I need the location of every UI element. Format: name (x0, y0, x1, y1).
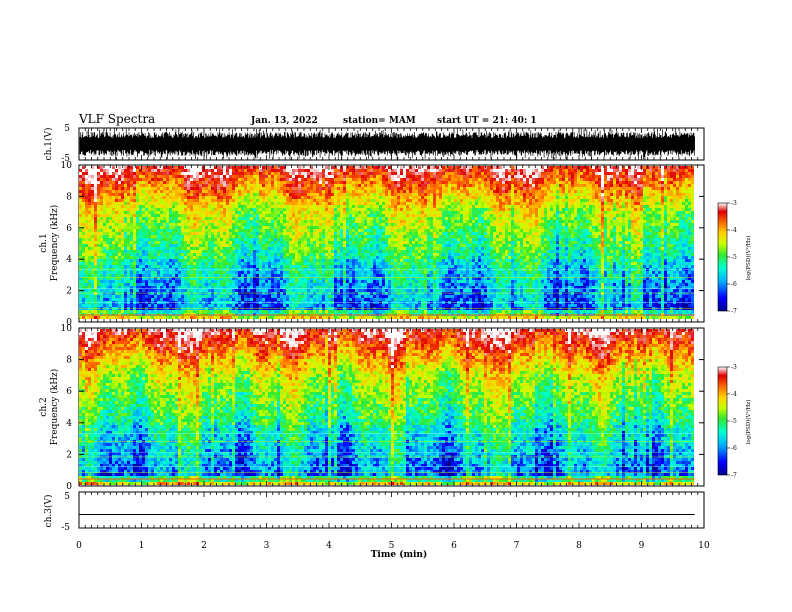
ch1-ylabel: ch.1 (39, 233, 49, 252)
ch1-waveform-trace (79, 128, 695, 160)
station-label: station= MAM (343, 116, 416, 126)
colorbar-tick-label: -5 (731, 254, 737, 261)
colorbar-tick-label: -4 (731, 227, 737, 234)
ytick-label: 2 (66, 450, 72, 460)
ch1-ytick-bottom: -5 (61, 154, 70, 164)
ytick-label: 6 (66, 224, 72, 234)
x-axis-ticks: 0 1 2 3 4 5 6 7 8 9 10 (76, 541, 710, 551)
colorbar-tick-label: -3 (731, 200, 737, 207)
ytick-label: 0 (66, 318, 72, 328)
x-tick-label: 0 (76, 541, 82, 551)
ytick-label: 8 (66, 192, 72, 202)
x-axis-label: Time (min) (371, 549, 428, 560)
ch2-freq-label: Frequency (kHz) (49, 369, 60, 446)
ch1-ytick-top: 5 (64, 124, 70, 134)
ytick-label: 8 (66, 356, 72, 366)
colorbar-tick-label: -7 (731, 308, 737, 315)
ytick-label: 10 (61, 161, 73, 171)
x-tick-label: 6 (451, 541, 457, 551)
ytick-label: 2 (66, 287, 72, 297)
ch2-spectrogram-panel: 0 2 4 6 8 10 ch.2 Frequency (kHz) (39, 324, 705, 492)
ytick-label: 4 (66, 419, 72, 429)
ch1-freq-label: Frequency (kHz) (49, 205, 60, 282)
ch3-ylabel: ch.3(V) (43, 495, 54, 528)
ch3-ytick-bottom: -5 (61, 523, 70, 533)
x-tick-label: 10 (698, 541, 710, 551)
ch1-colorbar-label: log(PSD)(V²/Hz) (745, 236, 752, 281)
x-tick-label: 5 (389, 541, 395, 551)
figure-title: VLF Spectra (78, 112, 155, 126)
ytick-label: 4 (66, 255, 72, 265)
ch1-waveform-panel: 5 -5 ch.1(V) (43, 124, 705, 164)
x-tick-label: 2 (201, 541, 207, 551)
ch3-waveform-panel: 5 -5 ch.3(V) (43, 491, 705, 533)
ch1-spectrogram-heatmap (79, 166, 695, 319)
ytick-label: 0 (66, 482, 72, 492)
colorbar-tick-label: -6 (731, 445, 737, 452)
colorbar-tick-label: -7 (731, 472, 737, 479)
x-tick-label: 1 (139, 541, 145, 551)
ch1-spectrogram-panel: 0 2 4 6 8 10 ch.1 Frequency (kHz) (39, 161, 705, 328)
date-label: Jan. 13, 2022 (250, 116, 318, 126)
start-time-label: start UT = 21: 40: 1 (437, 116, 537, 126)
ch2-colorbar: -3 -4 -5 -6 -7 log(PSD)(V²/Hz) (717, 364, 752, 479)
ch2-spectrogram-heatmap (79, 329, 695, 485)
ch2-ylabel: ch.2 (39, 397, 49, 416)
colorbar-tick-label: -3 (731, 364, 737, 371)
x-tick-label: 7 (514, 541, 520, 551)
ch1-ylabel: ch.1(V) (43, 128, 54, 161)
ch1-colorbar: -3 -4 -5 -6 -7 log(PSD)(V²/Hz) (717, 200, 752, 315)
ch3-ytick-top: 5 (64, 492, 70, 502)
ch2-colorbar-label: log(PSD)(V²/Hz) (745, 400, 752, 445)
x-tick-label: 9 (639, 541, 645, 551)
colorbar-tick-label: -5 (731, 418, 737, 425)
x-tick-label: 8 (576, 541, 582, 551)
x-tick-label: 4 (326, 541, 332, 551)
colorbar-tick-label: -6 (731, 281, 737, 288)
ytick-label: 6 (66, 387, 72, 397)
ytick-label: 10 (61, 324, 73, 334)
colorbar-tick-label: -4 (731, 391, 737, 398)
x-tick-label: 3 (264, 541, 270, 551)
